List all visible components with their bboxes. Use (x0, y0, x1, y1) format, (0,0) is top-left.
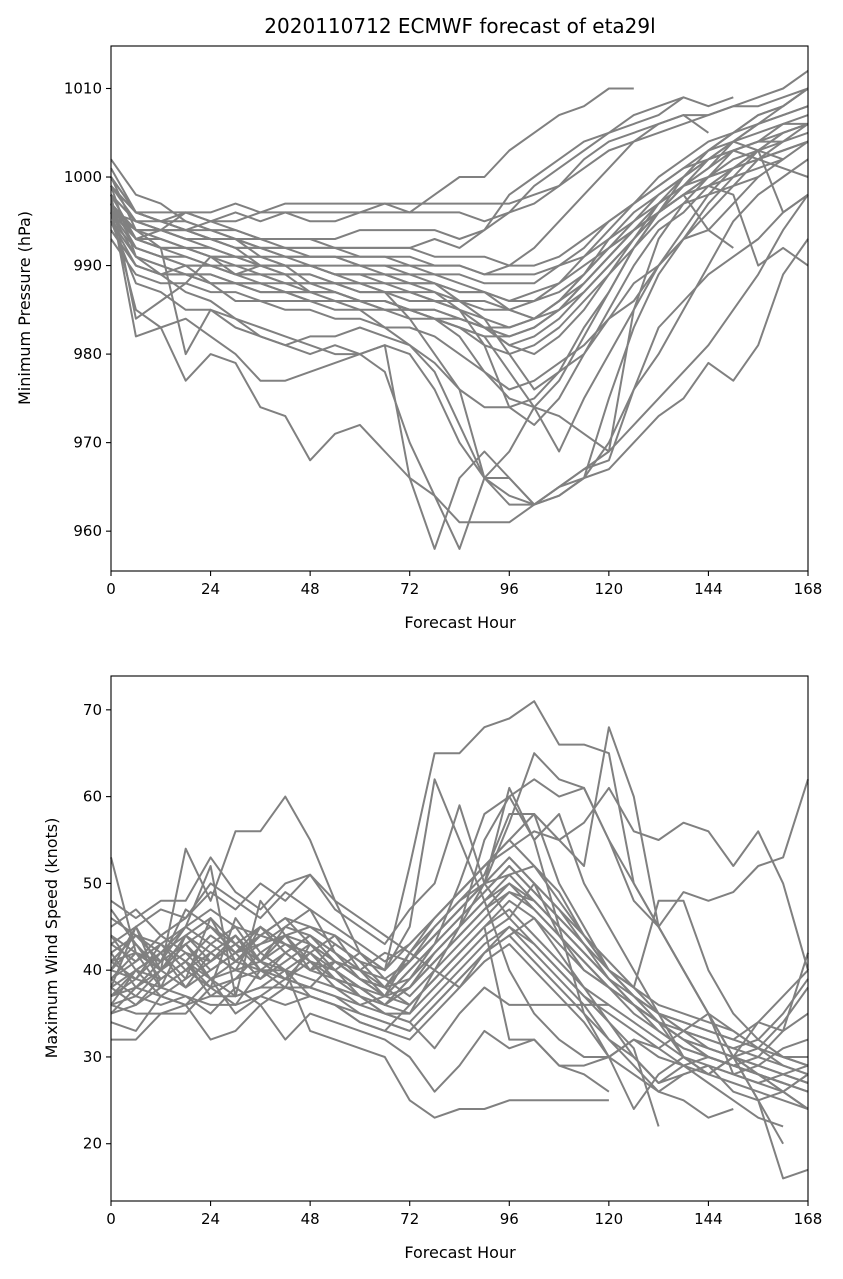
wind-series-m19 (110, 856, 784, 1128)
wind-x-tick-label: 120 (595, 1210, 624, 1228)
pressure-series-m08 (110, 140, 809, 409)
pressure-series-group (110, 69, 809, 550)
wind-series-m32 (110, 726, 809, 972)
wind-x-axis-label: Forecast Hour (404, 1243, 516, 1262)
wind-series-m26 (110, 925, 809, 1084)
wind-x-axis: 0 24 48 72 96 120 144 168 (106, 1201, 822, 1228)
pressure-chart: 2020110712 ECMWF forecast of eta29l 0 24 4… (15, 14, 822, 632)
wind-y-axis-label: Maximum Wind Speed (knots) (42, 818, 61, 1059)
pressure-x-tick-label: 0 (106, 580, 116, 598)
pressure-y-axis-label: Minimum Pressure (hPa) (15, 211, 34, 405)
wind-series-m24 (110, 856, 809, 1050)
pressure-series-m17 (110, 114, 809, 267)
wind-series-m23 (110, 865, 809, 1058)
wind-x-tick-label: 24 (201, 1210, 220, 1228)
wind-series-m30 (110, 934, 734, 1119)
pressure-series-m33 (110, 149, 809, 338)
pressure-x-tick-label: 120 (595, 580, 624, 598)
pressure-x-tick-label: 168 (794, 580, 823, 598)
wind-series-m02 (110, 778, 809, 1110)
pressure-series-m04 (110, 158, 809, 550)
wind-chart: 0 24 48 72 96 120 144 168 20 30 40 50 60 70 Forecast… (42, 675, 822, 1262)
pressure-series-m25 (110, 114, 709, 276)
pressure-y-tick-label: 960 (73, 522, 102, 540)
wind-series-m25 (110, 813, 809, 1067)
pressure-series-m09 (110, 123, 809, 391)
wind-series-group (110, 700, 809, 1180)
pressure-y-axis: 960 970 980 990 1000 1010 (64, 79, 111, 540)
pressure-series-m24 (110, 96, 734, 249)
pressure-series-m30 (110, 140, 784, 302)
pressure-x-tick-label: 24 (201, 580, 220, 598)
pressure-series-m22 (110, 87, 634, 223)
wind-series-m29 (110, 925, 784, 1084)
pressure-x-tick-label: 144 (694, 580, 723, 598)
pressure-series-m05 (110, 194, 809, 453)
pressure-y-tick-label: 1000 (64, 168, 102, 186)
wind-y-tick-label: 30 (83, 1048, 102, 1066)
pressure-series-m06 (110, 203, 809, 524)
wind-series-m31 (110, 917, 660, 1127)
pressure-y-tick-label: 1010 (64, 79, 102, 97)
wind-y-tick-label: 20 (83, 1135, 102, 1153)
pressure-y-tick-label: 990 (73, 257, 102, 275)
pressure-y-tick-label: 980 (73, 345, 102, 363)
chart-title: 2020110712 ECMWF forecast of eta29l (264, 14, 655, 38)
wind-series-m04 (110, 700, 809, 1110)
pressure-series-m23 (110, 96, 685, 240)
pressure-x-axis: 0 24 48 72 96 120 144 168 (106, 571, 822, 598)
wind-y-tick-label: 60 (83, 788, 102, 806)
pressure-plot-frame (110, 45, 809, 572)
wind-x-tick-label: 96 (500, 1210, 519, 1228)
pressure-series-m07 (110, 193, 809, 506)
wind-series-m17 (111, 1003, 610, 1093)
pressure-series-m31 (110, 193, 734, 329)
pressure-x-tick-label: 48 (301, 580, 320, 598)
wind-series-m18 (110, 969, 609, 1119)
wind-y-tick-label: 70 (83, 701, 102, 719)
pressure-x-tick-label: 96 (500, 580, 519, 598)
wind-y-tick-label: 50 (83, 874, 102, 892)
pressure-x-tick-label: 72 (400, 580, 419, 598)
wind-plot-frame (110, 675, 809, 1202)
pressure-y-tick-label: 970 (73, 434, 102, 452)
wind-x-tick-label: 144 (694, 1210, 723, 1228)
wind-x-tick-label: 0 (106, 1210, 116, 1228)
pressure-series-m21 (110, 69, 809, 232)
wind-x-tick-label: 168 (794, 1210, 823, 1228)
wind-series-m33 (110, 804, 809, 1076)
wind-x-tick-label: 72 (400, 1210, 419, 1228)
wind-x-tick-label: 48 (301, 1210, 320, 1228)
wind-y-tick-label: 40 (83, 961, 102, 979)
wind-y-axis: 20 30 40 50 60 70 (83, 701, 111, 1153)
pressure-x-axis-label: Forecast Hour (404, 613, 516, 632)
